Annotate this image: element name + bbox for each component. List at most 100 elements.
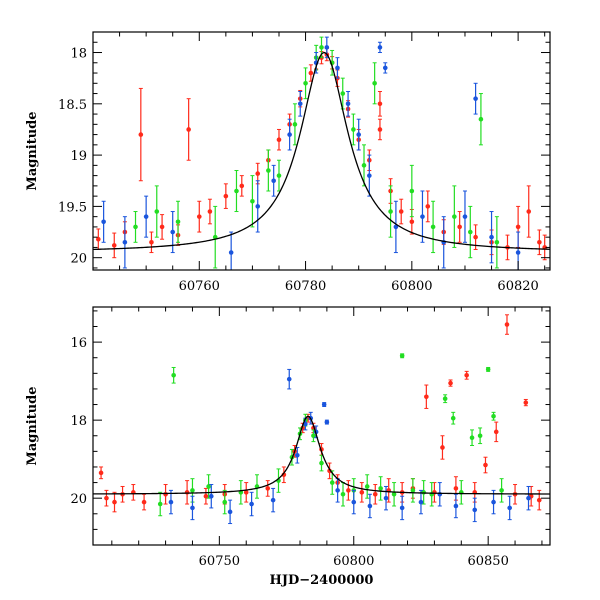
data-point [157,491,163,517]
series-1 [157,353,504,517]
x-tick-label: 60800 [333,554,374,569]
data-point [377,118,383,141]
data-point [335,57,340,79]
data-point [266,149,271,192]
data-point [190,495,195,521]
data-point [383,485,389,511]
series-1 [133,36,500,269]
data-point [440,435,445,460]
data-point [184,480,190,505]
data-point [483,456,488,474]
data-point [457,211,462,243]
data-point [203,487,209,505]
data-point [276,159,282,192]
x-axis-label: HJD−2400000 [270,573,374,588]
data-point [186,98,191,161]
data-point [255,180,261,233]
y-tick-label: 16 [70,336,87,351]
data-point [254,474,260,499]
data-point [399,353,405,359]
data-point [467,205,473,259]
data-point [287,118,292,151]
data-point [238,480,244,505]
data-point [469,429,475,447]
data-point [98,466,104,480]
data-point [367,154,372,197]
data-point [493,421,499,443]
top-panel: 60760 60780 60800 60820 18 18.5 19 19.5 20 Magnit… [25,31,551,294]
data-point [409,164,415,218]
data-point [175,200,181,243]
data-point [276,468,281,493]
data-point [96,228,101,250]
x-tick-label: 60850 [467,554,508,569]
data-point [154,185,160,238]
data-point [346,480,351,501]
data-point [321,402,327,407]
data-point [472,497,478,523]
data-point [212,205,218,269]
data-point [295,446,300,464]
data-point [239,175,245,197]
data-point [364,474,370,499]
data-point [163,484,168,505]
data-point [430,200,436,254]
data-point [297,91,303,117]
data-point [234,169,239,213]
data-point [249,491,254,517]
data-point [410,478,416,503]
data-point [228,231,234,270]
data-point [473,82,478,115]
data-point [437,482,443,507]
data-point [170,211,176,254]
data-point [286,368,292,390]
data-point [536,489,542,511]
data-point [441,216,447,269]
y-tick-label: 18.5 [58,98,87,113]
data-point [206,474,211,499]
model-curve [93,415,550,495]
data-point [485,366,491,372]
data-point [491,411,496,421]
plot-area [93,314,550,525]
data-point [378,476,383,501]
data-point [523,398,529,407]
data-point [356,118,361,151]
data-point [122,216,128,269]
data-point [227,499,233,525]
data-point [243,482,249,503]
series-2 [168,368,531,525]
axes-frame [92,306,551,546]
data-point [477,427,483,445]
y-tick-label: 20 [70,492,87,507]
data-point [537,229,542,256]
data-point [171,366,176,384]
x-tick-label: 60760 [179,279,220,294]
data-point [149,231,154,254]
data-point [271,164,276,197]
data-point [494,216,500,269]
data-point [311,429,316,443]
data-point [351,113,356,146]
data-point [159,214,165,240]
data-point [425,190,431,223]
data-point [399,495,405,521]
y-tick-label: 19.5 [58,200,87,215]
data-point [196,200,202,233]
data-point [391,482,397,507]
model-curve [93,51,550,251]
data-point [131,484,136,501]
data-point [418,489,424,515]
data-point [112,491,117,513]
y-tick-label: 18 [70,47,87,62]
data-point [458,480,464,505]
data-point [526,185,532,238]
series-0 [98,314,542,513]
data-point [388,185,393,238]
data-point [448,379,453,387]
y-tick-label: 19 [70,149,87,164]
data-point [420,190,425,243]
data-point [398,198,404,225]
data-point [452,185,457,248]
